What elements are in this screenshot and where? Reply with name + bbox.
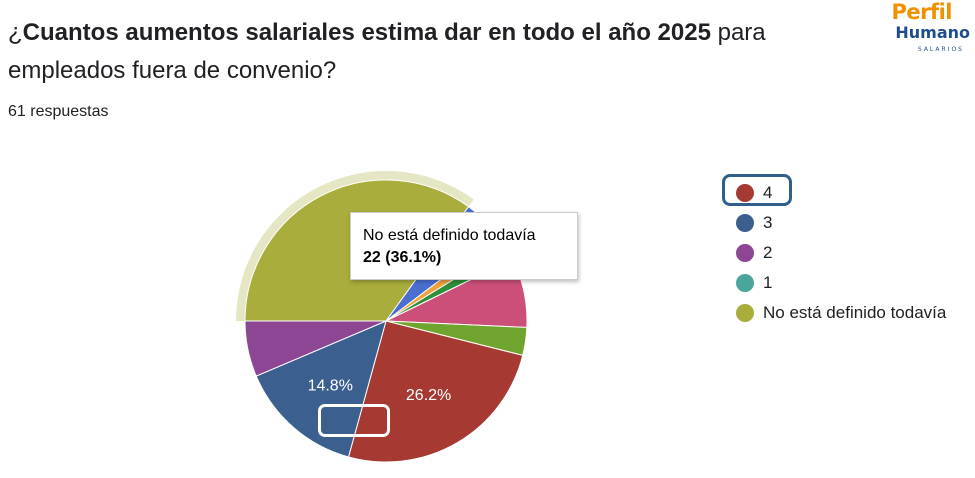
tooltip-value: 22 (36.1%) — [363, 249, 442, 266]
response-count: 61 respuestas — [8, 103, 109, 120]
pie-slice-2[interactable] — [244, 320, 387, 377]
slice-label-highlight — [318, 404, 390, 437]
title-rest: para empleados fuera de convenio? — [8, 19, 766, 84]
title-prefix: ¿ — [8, 19, 23, 46]
tooltip-label: No está definido todavía — [363, 227, 536, 244]
logo-line-2: Humano — [895, 23, 970, 42]
legend-swatch — [736, 304, 754, 322]
legend-item-2[interactable]: 2 — [736, 238, 946, 268]
legend-item-3[interactable]: 3 — [736, 208, 946, 238]
legend-label: 1 — [763, 273, 773, 292]
legend-label: 4 — [763, 183, 773, 202]
slice-percent-label: 26.2% — [406, 387, 451, 404]
legend-item-4[interactable]: 4 — [722, 174, 946, 208]
legend-item-1[interactable]: 1 — [736, 268, 946, 298]
legend-item-no-esta-definido-todavia[interactable]: No está definido todavía — [736, 298, 946, 328]
logo-line-1: Perfil — [891, 0, 952, 24]
legend-swatch — [736, 214, 754, 232]
question-title: ¿Cuantos aumentos salariales estima dar … — [8, 14, 848, 90]
logo-line-3: SALARIOS — [917, 46, 964, 53]
legend-swatch — [736, 244, 754, 262]
chart-tooltip: No está definido todavía 22 (36.1%) — [350, 212, 578, 280]
title-bold: Cuantos aumentos salariales estima dar e… — [22, 19, 711, 46]
legend-label: 2 — [763, 243, 773, 262]
legend-swatch — [736, 184, 754, 202]
slice-percent-label: 14.8% — [308, 378, 353, 395]
legend-swatch — [736, 274, 754, 292]
chart-legend: 4 3 2 1 No está definido todavía — [722, 174, 946, 328]
perfil-humano-logo: Perfil Humano SALARIOS — [888, 0, 972, 58]
pie-slice-4[interactable] — [347, 320, 524, 463]
pie-slice-3[interactable] — [255, 320, 387, 458]
legend-highlight-box — [722, 174, 792, 206]
legend-label: No está definido todavía — [763, 303, 947, 322]
legend-label: 3 — [763, 213, 773, 232]
